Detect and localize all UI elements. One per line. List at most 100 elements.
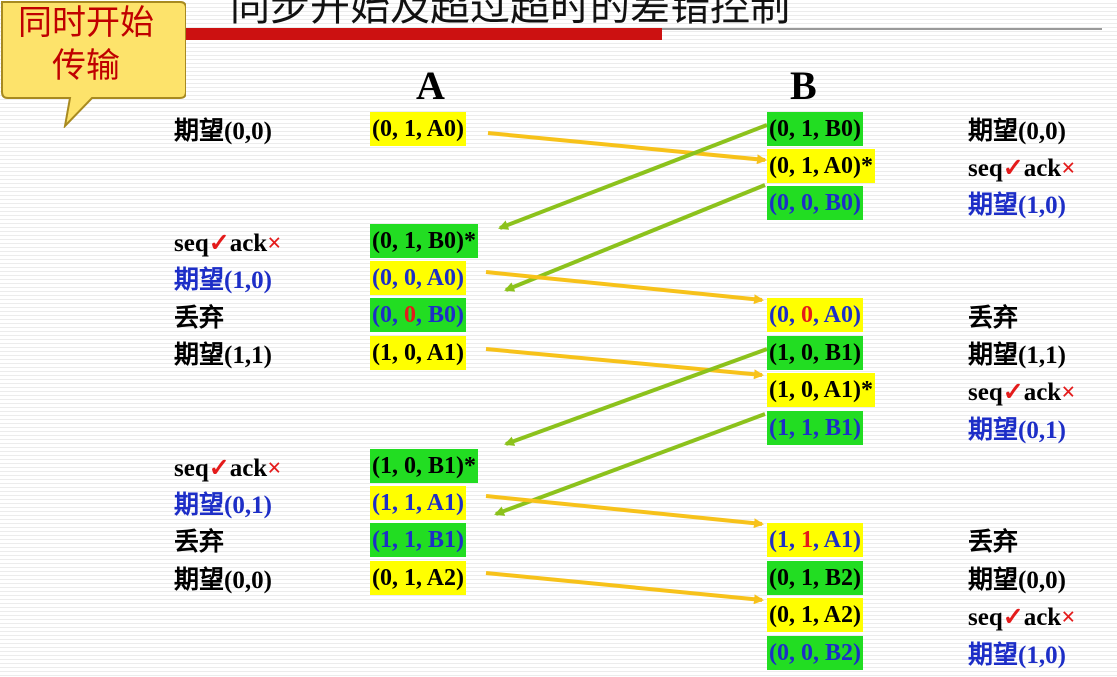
b-packet: (1, 1, B1) <box>767 411 863 445</box>
callout-shape <box>1 1 187 130</box>
callout-line-2: 传输 <box>52 46 120 86</box>
packet-ack-highlight: 0 <box>801 302 813 328</box>
packet-text: (0, 0, B2) <box>769 640 861 666</box>
packet-text: (1, 1, B1) <box>769 415 861 441</box>
packet-text: (0, 0, A0) <box>372 265 464 291</box>
packet-accepted-star: * <box>861 377 873 403</box>
b-packet: (1, 0, B1) <box>767 336 863 370</box>
packet-text: (1, 0, A1) <box>372 340 464 366</box>
packet-text: (1, 0, B1) <box>372 453 464 479</box>
packet-text: (1, 0, A1) <box>769 377 861 403</box>
packet-text: (0, 1, B0) <box>769 116 861 142</box>
ack-text: ack <box>1023 155 1062 182</box>
ack-text: ack <box>1023 379 1062 406</box>
b-to-a-arrow <box>498 123 768 230</box>
discard-label: 丢弃 <box>174 529 225 556</box>
expect-state-label: 期望(0,1) <box>174 492 272 519</box>
packet-text: , A0) <box>813 302 861 328</box>
a-packet: (0, 0, B0) <box>370 298 466 332</box>
b-packet: (0, 1, A2) <box>767 598 863 632</box>
check-icon: ✓ <box>208 455 230 482</box>
ack-text: ack <box>229 230 268 257</box>
b-packet: (0, 1, B2) <box>767 561 863 595</box>
expect-state-label: 期望(0,1) <box>968 417 1066 444</box>
a-packet: (1, 0, A1) <box>370 336 466 370</box>
packet-text: (0, <box>372 302 404 328</box>
ack-text: ack <box>1023 604 1062 631</box>
check-icon: ✓ <box>1002 604 1024 631</box>
seq-text: seq <box>174 455 209 482</box>
packet-text: (1, 1, B1) <box>372 527 464 553</box>
discard-label: 丢弃 <box>968 529 1019 556</box>
expect-state-label: 期望(0,0) <box>174 118 272 145</box>
a-packet: (0, 1, A0) <box>370 112 466 146</box>
a-to-b-arrow <box>485 571 764 605</box>
b-packet: (0, 1, A0)* <box>767 149 875 183</box>
seq-text: seq <box>968 155 1003 182</box>
discard-label: 丢弃 <box>174 305 225 332</box>
check-icon: ✓ <box>1002 155 1024 182</box>
check-icon: ✓ <box>1002 379 1024 406</box>
expect-state-label: 期望(1,1) <box>174 342 272 369</box>
expect-state-label: 期望(0,0) <box>968 118 1066 145</box>
packet-text: (0, 1, A0) <box>372 116 464 142</box>
b-packet: (1, 0, A1)* <box>767 373 875 407</box>
b-packet: (1, 1, A1) <box>767 523 863 557</box>
packet-text: , B0) <box>416 302 464 328</box>
cross-icon: × <box>1061 155 1076 182</box>
packet-text: (0, 1, B0) <box>372 228 464 254</box>
cross-icon: × <box>1061 604 1076 631</box>
seq-ack-status: seq✓ack× <box>968 153 1075 185</box>
b-packet: (0, 0, B2) <box>767 636 863 670</box>
ack-text: ack <box>229 455 268 482</box>
packet-accepted-star: * <box>464 453 476 479</box>
callout-line-1: 同时开始 <box>18 3 154 43</box>
b-packet: (0, 0, B0) <box>767 186 863 220</box>
expect-state-label: 期望(1,0) <box>968 192 1066 219</box>
a-packet: (1, 1, A1) <box>370 486 466 520</box>
a-to-b-arrow <box>485 347 764 380</box>
packet-text: (0, 1, B2) <box>769 565 861 591</box>
packet-text: (0, <box>769 302 801 328</box>
a-to-b-arrow <box>485 494 764 529</box>
callout-bubble: 同时开始 传输 <box>0 0 187 130</box>
b-to-a-arrow <box>504 183 766 292</box>
seq-text: seq <box>174 230 209 257</box>
a-to-b-arrow <box>485 270 764 305</box>
expect-state-label: 期望(0,0) <box>968 567 1066 594</box>
cross-icon: × <box>1061 379 1076 406</box>
packet-ack-highlight: 1 <box>801 527 813 553</box>
packet-text: (1, 1, A1) <box>372 490 464 516</box>
packet-text: (0, 1, A2) <box>769 602 861 628</box>
packet-text: (1, <box>769 527 801 553</box>
check-icon: ✓ <box>208 230 230 257</box>
b-packet: (0, 0, A0) <box>767 298 863 332</box>
packet-ack-highlight: 0 <box>404 302 416 328</box>
discard-label: 丢弃 <box>968 305 1019 332</box>
packet-text: , A1) <box>813 527 861 553</box>
packet-text: (0, 0, B0) <box>769 190 861 216</box>
packet-accepted-star: * <box>861 153 873 179</box>
packet-text: (1, 0, B1) <box>769 340 861 366</box>
packet-accepted-star: * <box>464 228 476 254</box>
packet-text: (0, 1, A2) <box>372 565 464 591</box>
seq-text: seq <box>968 379 1003 406</box>
expect-state-label: 期望(1,1) <box>968 342 1066 369</box>
column-header-a: A <box>416 63 445 108</box>
expect-state-label: 期望(1,0) <box>968 642 1066 669</box>
a-packet: (1, 0, B1)* <box>370 449 478 483</box>
b-to-a-arrow <box>504 347 768 446</box>
slide-title: 同步开始及超过超时的差错控制 <box>230 0 790 30</box>
a-packet: (1, 1, B1) <box>370 523 466 557</box>
a-packet: (0, 1, A2) <box>370 561 466 595</box>
seq-ack-status: seq✓ack× <box>968 602 1075 634</box>
seq-text: seq <box>968 604 1003 631</box>
expect-state-label: 期望(1,0) <box>174 267 272 294</box>
title-underline-line <box>662 28 1102 30</box>
cross-icon: × <box>267 230 282 257</box>
seq-ack-status: seq✓ack× <box>174 453 281 485</box>
b-packet: (0, 1, B0) <box>767 112 863 146</box>
seq-ack-status: seq✓ack× <box>174 228 281 260</box>
b-to-a-arrow <box>494 412 766 516</box>
